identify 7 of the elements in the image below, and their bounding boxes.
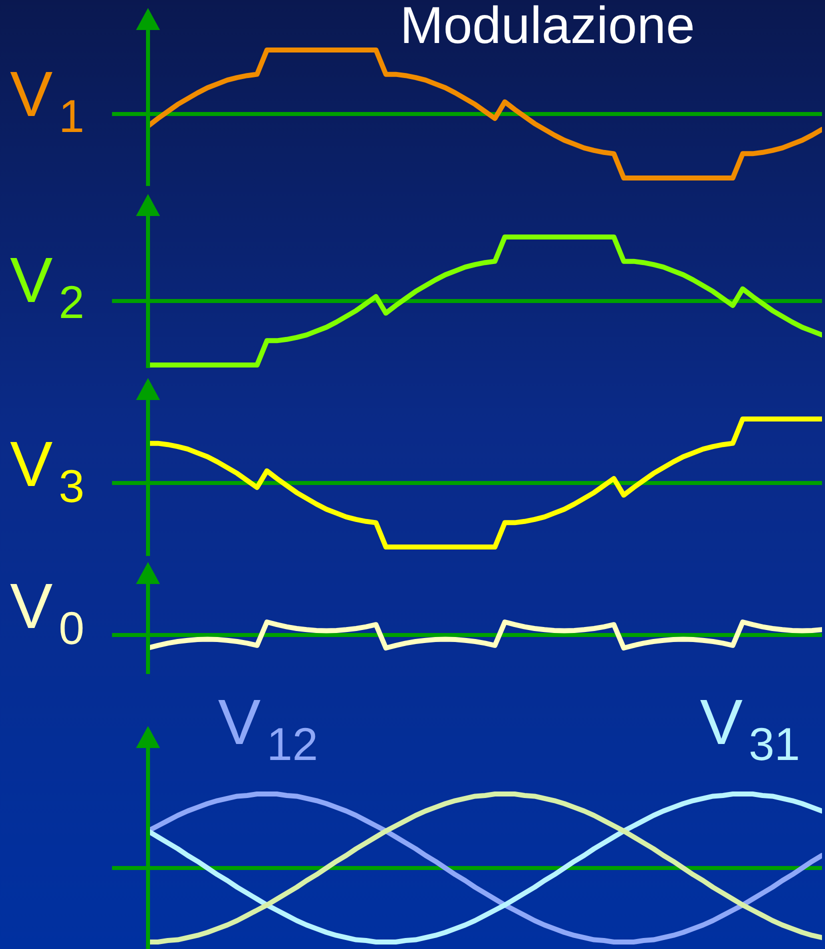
series-label: V$_{1}$	[10, 58, 84, 144]
series-label: V$_{3}$	[10, 428, 84, 514]
series-label: V$_{0}$	[10, 570, 84, 656]
chart-title: Modulazione	[400, 0, 695, 56]
series-label: V$_{2}$	[10, 244, 84, 330]
series-label: V$_{12}$	[218, 686, 318, 772]
series-label: V$_{31}$	[700, 686, 800, 772]
